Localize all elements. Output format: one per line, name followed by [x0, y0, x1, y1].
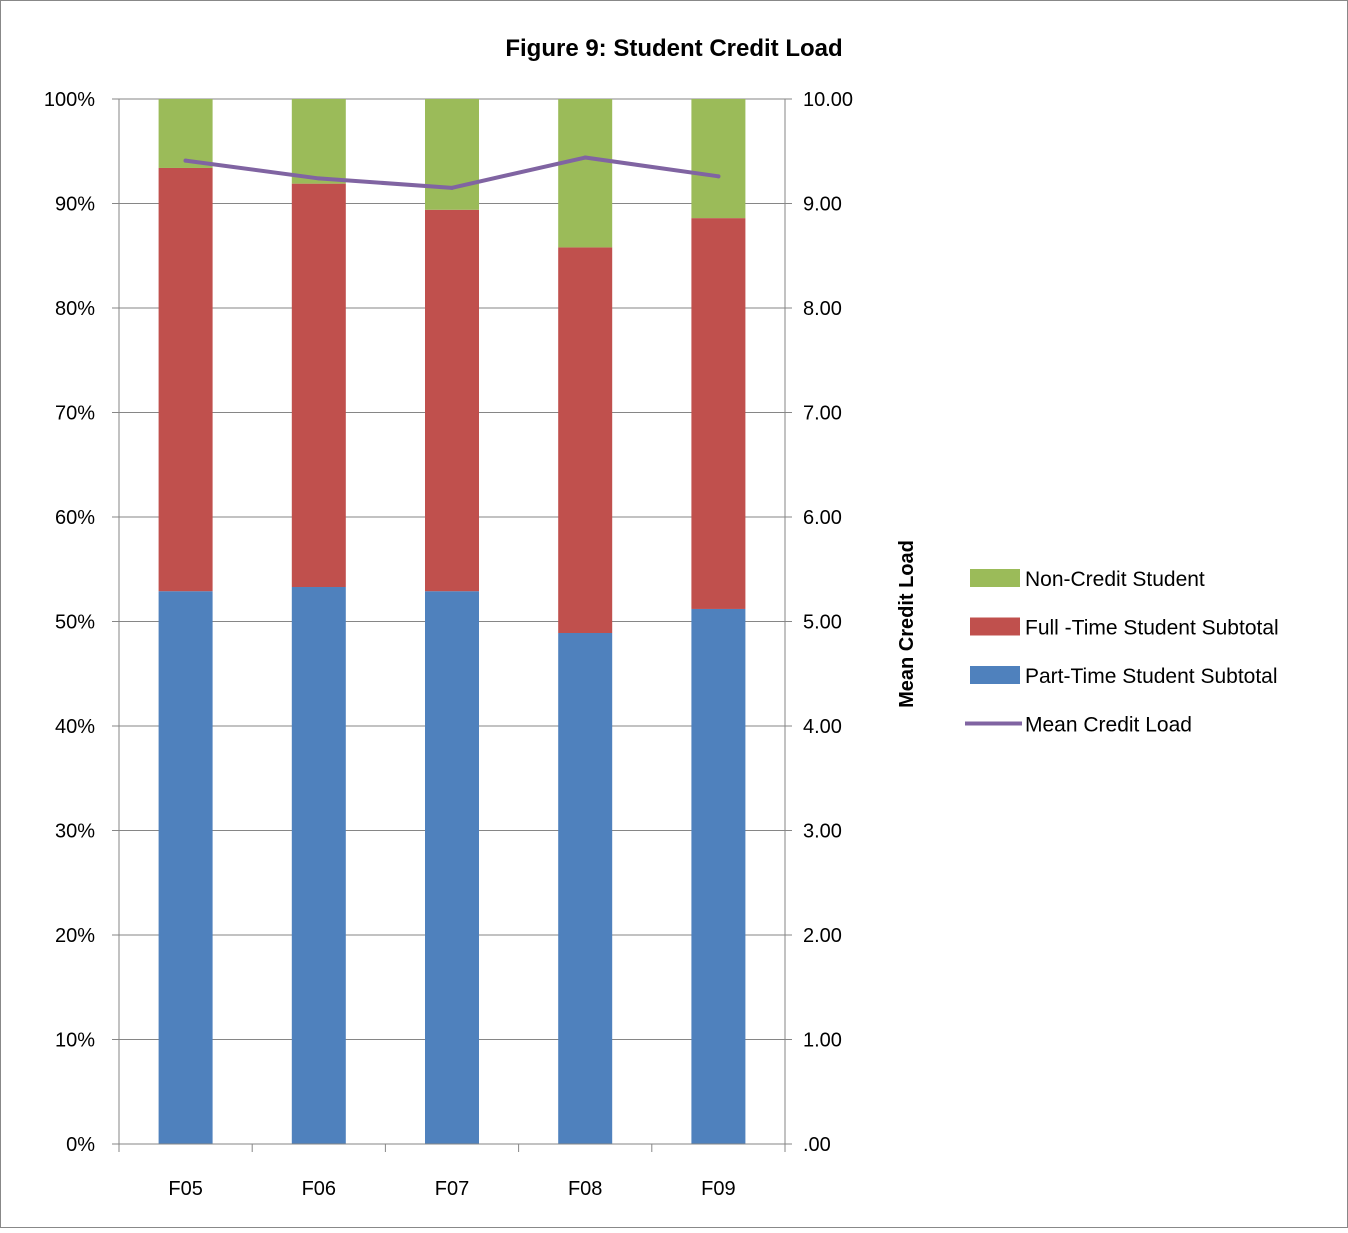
- y-tick-label: 90%: [55, 194, 95, 216]
- legend-label: Non-Credit Student: [1025, 568, 1205, 591]
- legend: Non-Credit Student Full -Time Student Sub…: [965, 568, 1279, 737]
- legend-item: Full -Time Student Subtotal: [970, 617, 1279, 640]
- y-tick-label: 50%: [55, 612, 95, 634]
- y2-tick-label: 3.00: [803, 821, 842, 843]
- legend-item: Mean Credit Load: [965, 714, 1192, 737]
- x-tick-label: F05: [168, 1178, 202, 1200]
- y2-tick-label: 5.00: [803, 612, 842, 634]
- x-tick-label: F07: [435, 1178, 469, 1200]
- y-tick-label: 100%: [44, 89, 95, 111]
- y-tick-label: 0%: [66, 1134, 95, 1156]
- bar-non-credit-student: [691, 99, 746, 219]
- y2-tick-label: .00: [803, 1134, 831, 1156]
- y-tick-label: 80%: [55, 298, 95, 320]
- y2-tick-label: 8.00: [803, 298, 842, 320]
- bar-part-time-student-subtotal: [691, 608, 746, 1144]
- y2-tick-label: 2.00: [803, 925, 842, 947]
- bar-full-time-student-subtotal: [558, 247, 613, 633]
- y2-tick-label: 10.00: [803, 89, 853, 111]
- legend-label: Part-Time Student Subtotal: [1025, 665, 1278, 688]
- legend-item: Non-Credit Student: [970, 568, 1205, 591]
- bar-full-time-student-subtotal: [425, 209, 479, 592]
- legend-label: Full -Time Student Subtotal: [1025, 617, 1279, 640]
- chart-title: Figure 9: Student Credit Load: [505, 35, 842, 62]
- legend-item: Part-Time Student Subtotal: [970, 665, 1278, 688]
- bar-full-time-student-subtotal: [691, 218, 746, 609]
- y-tick-label: 70%: [55, 403, 95, 425]
- bar-part-time-student-subtotal: [425, 591, 479, 1144]
- line-point: [716, 174, 721, 179]
- legend-swatch: [970, 569, 1020, 587]
- bar-full-time-student-subtotal: [291, 183, 346, 588]
- y-tick-label: 10%: [55, 1030, 95, 1052]
- y-tick-label: 30%: [55, 821, 95, 843]
- bar-full-time-student-subtotal: [158, 167, 213, 592]
- legend-swatch: [970, 666, 1020, 684]
- line-point: [316, 176, 321, 181]
- x-tick-label: F08: [568, 1178, 602, 1200]
- bar-part-time-student-subtotal: [291, 587, 346, 1144]
- y2-tick-label: 7.00: [803, 403, 842, 425]
- line-point: [183, 158, 188, 163]
- x-tick-label: F06: [302, 1178, 336, 1200]
- line-point: [450, 185, 454, 190]
- bars: [158, 99, 746, 1144]
- x-tick-label: F09: [701, 1178, 735, 1200]
- y2-tick-label: 4.00: [803, 716, 842, 738]
- y-tick-label: 20%: [55, 925, 95, 947]
- bar-non-credit-student: [425, 99, 479, 210]
- y2-tick-label: 6.00: [803, 507, 842, 529]
- bar-non-credit-student: [158, 99, 213, 168]
- legend-label: Mean Credit Load: [1025, 714, 1192, 737]
- bar-non-credit-student: [558, 99, 613, 248]
- legend-swatch: [970, 617, 1020, 636]
- y2-tick-label: 1.00: [803, 1030, 842, 1052]
- bar-part-time-student-subtotal: [158, 591, 213, 1144]
- bar-non-credit-student: [291, 99, 346, 184]
- y-tick-label: 60%: [55, 507, 95, 529]
- mean-credit-load-line: [183, 155, 721, 190]
- y2-axis-title: Mean Credit Load: [896, 540, 918, 708]
- axes: 0% 10% 20% 30% 40% 50% 60% 70% 80% 90% 100% .00 1.00…: [44, 89, 853, 1200]
- y2-tick-label: 9.00: [803, 194, 842, 216]
- bar-part-time-student-subtotal: [558, 632, 613, 1144]
- line-point: [583, 155, 588, 160]
- y-tick-label: 40%: [55, 716, 95, 738]
